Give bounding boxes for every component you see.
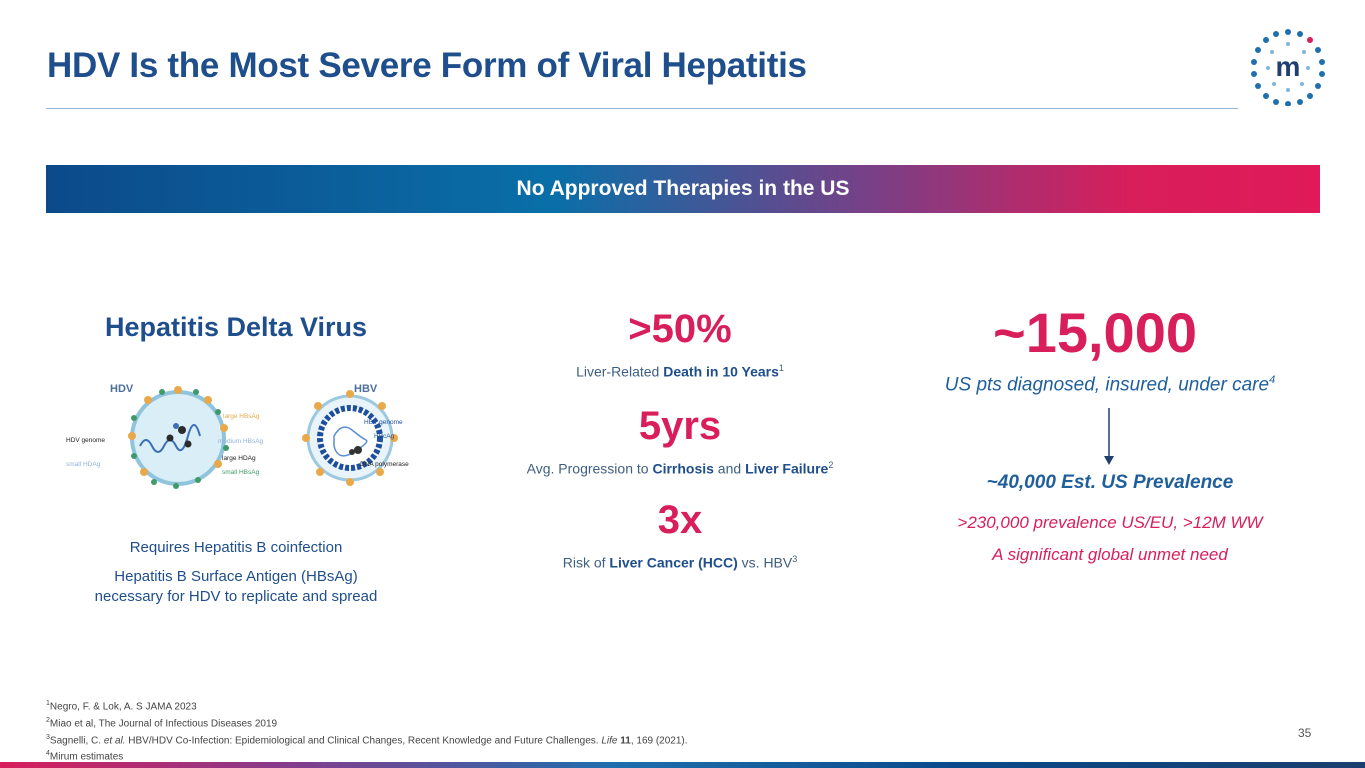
hdv-hbv-virus-diagram: HDV HBV large HBsAg medium HBsAg large H…	[66, 383, 409, 489]
footnote-3-author: Sagnelli, C.	[49, 734, 104, 746]
hdv-heading: Hepatitis Delta Virus	[104, 312, 368, 342]
progression-stat-bold1: Cirrhosis	[652, 460, 714, 477]
progression-stat-caption: Avg. Progression to Cirrhosis and Liver …	[480, 460, 880, 477]
us-patients-value: ~15,000	[993, 301, 1197, 364]
us-patients-caption-text: US pts diagnosed, insured, under care	[944, 374, 1270, 396]
coinfection-note: Requires Hepatitis B coinfection	[129, 539, 343, 556]
down-arrow-icon	[1104, 408, 1114, 465]
us-prevalence-estimate: ~40,000 Est. US Prevalence	[986, 472, 1234, 493]
cancer-risk-stat-suffix: vs. HBV	[737, 554, 793, 571]
no-approved-therapies-banner: No Approved Therapies in the US	[46, 165, 1320, 213]
death-stat-prefix: Liver-Related	[576, 363, 664, 380]
us-patients-caption: US pts diagnosed, insured, under care4	[900, 374, 1320, 396]
dna-polymerase-label: DNA polymerase	[360, 461, 409, 468]
death-stat-caption: Liver-Related Death in 10 Years1	[480, 363, 880, 380]
death-stat-value: >50%	[628, 307, 732, 351]
bottom-accent-bar	[0, 762, 1365, 768]
footnote-2: 2Miao et al, The Journal of Infectious D…	[46, 714, 688, 731]
footnote-4-sup: 4	[46, 750, 50, 758]
hdv-diagram-label: HDV	[110, 383, 134, 395]
medium-hbsag-label: medium HBsAg	[218, 438, 264, 445]
hbsag-note: Hepatitis B Surface Antigen (HBsAg) nece…	[46, 567, 426, 607]
cancer-risk-stat-value: 3x	[657, 498, 703, 542]
footnote-1-text: Negro, F. & Lok, A. S JAMA 2023	[49, 701, 197, 713]
footnote-3-journal: Life	[601, 734, 618, 746]
footnote-3-etal: et al.	[103, 734, 126, 746]
cancer-risk-stat-caption: Risk of Liver Cancer (HCC) vs. HBV3	[480, 554, 880, 571]
footnote-2-sup: 2	[46, 716, 50, 724]
title-divider	[46, 108, 1238, 109]
unmet-need-line: A significant global unmet need	[992, 545, 1228, 564]
footnote-3-title: HBV/HDV Co-Infection: Epidemiological an…	[125, 734, 602, 746]
cancer-risk-stat-sup: 3	[792, 554, 798, 564]
page-number: 35	[1298, 726, 1312, 740]
hbv-diagram-label: HBV	[354, 383, 378, 395]
footnote-3-sup: 3	[46, 733, 50, 741]
cancer-risk-stat-bold: Liver Cancer (HCC)	[609, 554, 738, 571]
us-patients-caption-sup: 4	[1269, 374, 1276, 386]
footnote-2-text: Miao et al, The Journal of Infectious Di…	[49, 718, 278, 730]
page-title: HDV Is the Most Severe Form of Viral Hep…	[47, 46, 807, 85]
small-hdag-label: small HDAg	[66, 461, 101, 468]
global-prevalence-line: >230,000 prevalence US/EU, >12M WW	[957, 513, 1263, 532]
footnote-3-pages: , 169 (2021).	[630, 734, 688, 746]
footnote-3: 3Sagnelli, C. et al. HBV/HDV Co-Infectio…	[46, 731, 688, 748]
svg-text:m: m	[1276, 51, 1301, 82]
death-stat-sup: 1	[778, 363, 784, 373]
hbsag-note-line1: Hepatitis B Surface Antigen (HBsAg)	[114, 568, 358, 585]
progression-stat-prefix: Avg. Progression to	[526, 460, 653, 477]
footnote-4: 4Mirum estimates	[46, 747, 688, 764]
footnote-3-volume: 11	[620, 734, 631, 746]
hbcag-label: HBcAg	[374, 433, 395, 440]
footnote-4-text: Mirum estimates	[49, 751, 124, 763]
footnotes: 1Negro, F. & Lok, A. S JAMA 2023 2Miao e…	[46, 697, 688, 764]
mirum-logo-icon: m	[1251, 29, 1325, 106]
large-hdag-label: large HDAg	[222, 455, 256, 462]
hbv-genome-label: HBV genome	[364, 419, 403, 426]
progression-stat-mid: and	[713, 460, 746, 477]
footnote-1: 1Negro, F. & Lok, A. S JAMA 2023	[46, 697, 688, 714]
progression-stat-bold2: Liver Failure	[745, 460, 829, 477]
hdv-genome-label: HDV genome	[66, 437, 105, 444]
progression-stat-value: 5yrs	[638, 404, 722, 448]
hbsag-note-line2: necessary for HDV to replicate and sprea…	[94, 588, 378, 605]
progression-stat-sup: 2	[828, 460, 834, 470]
death-stat-bold: Death in 10 Years	[663, 363, 779, 380]
small-hbsag-label: small HBsAg	[222, 469, 260, 476]
large-hbsag-label: large HBsAg	[223, 413, 260, 420]
footnote-1-sup: 1	[46, 700, 50, 707]
cancer-risk-stat-prefix: Risk of	[562, 554, 610, 571]
